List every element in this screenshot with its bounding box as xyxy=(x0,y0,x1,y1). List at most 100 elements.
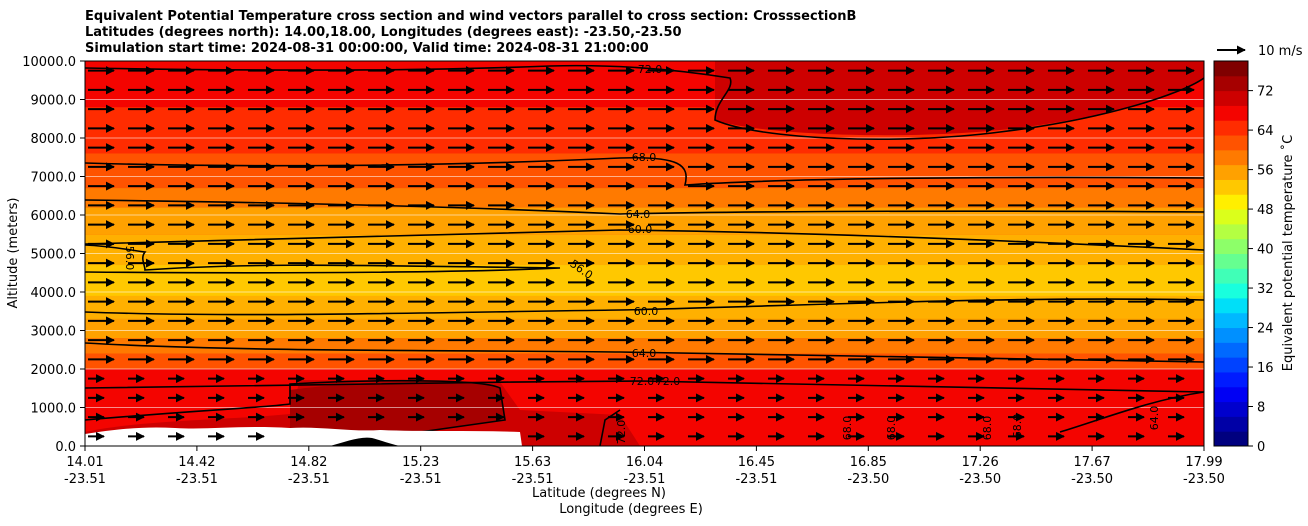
contour-9 xyxy=(1059,391,1204,433)
contour-label: 68.0 xyxy=(981,416,994,441)
wind-vectors xyxy=(88,66,1195,441)
colorbar-frame xyxy=(1213,60,1249,447)
x-tick-label-lat-9: 17.67 xyxy=(1073,455,1110,470)
contour-label: 56.0 xyxy=(123,246,136,271)
contour-labels: 72.068.064.060.056.060.064.072.0 72.072.0… xyxy=(123,63,1161,444)
colorbar-segment-0 xyxy=(1214,431,1248,447)
x-axis: 14.01 -23.51 14.42 -23.51 14.82 -23.51 15.23 -2… xyxy=(64,446,1225,487)
y-tick-label-5: 5000.0 xyxy=(31,248,77,263)
wind-key: 10 m/s xyxy=(1217,44,1303,59)
contour-1 xyxy=(85,156,1204,186)
contour-label: 72.0 xyxy=(615,420,628,445)
colorbar-segment-23 xyxy=(1214,90,1248,106)
terrain-peak xyxy=(330,437,400,446)
colorbar-segment-14 xyxy=(1214,223,1248,240)
x-tick-label-lat-7: 16.85 xyxy=(850,455,887,470)
colorbar-segment-2 xyxy=(1214,401,1248,417)
colorbar-segment-15 xyxy=(1214,209,1248,225)
title-line-3: Simulation start time: 2024-08-31 00:00:… xyxy=(85,41,649,56)
colorbar-segment-21 xyxy=(1214,120,1248,136)
y-tick-label-7: 7000.0 xyxy=(31,171,77,186)
contour-label: 68.0 xyxy=(1011,414,1024,439)
contour-label: 64.0 xyxy=(1148,406,1161,431)
y-tick-label-4: 4000.0 xyxy=(31,286,77,301)
contour-label: 60.0 xyxy=(628,223,653,236)
x-tick-label-lat-6: 16.45 xyxy=(738,455,775,470)
x-tick-label-lon-3: -23.51 xyxy=(400,472,442,487)
x-tick-label-lat-2: 14.82 xyxy=(290,455,327,470)
y-tick-label-8: 8000.0 xyxy=(31,132,77,147)
x-tick-label-lat-1: 14.42 xyxy=(178,455,215,470)
x-tick-label-lat-0: 14.01 xyxy=(66,455,103,470)
colorbar-segment-16 xyxy=(1214,194,1248,210)
x-tick-label-lat-4: 15.63 xyxy=(514,455,551,470)
colorbar xyxy=(1214,61,1248,447)
y-tick-label-9: 9000.0 xyxy=(31,94,77,109)
colorbar-segment-18 xyxy=(1214,164,1248,180)
x-tick-label-lon-1: -23.51 xyxy=(176,472,218,487)
x-tick-label-lon-7: -23.50 xyxy=(847,472,889,487)
y-tick-label-0: 0.0 xyxy=(55,440,76,455)
contour-4 xyxy=(85,244,561,274)
colorbar-segment-7 xyxy=(1214,327,1248,343)
y-tick-label-3: 3000.0 xyxy=(31,325,77,340)
contour-label: 64.0 xyxy=(626,208,651,221)
band-3 xyxy=(85,318,1204,339)
wind-key-label: 10 m/s xyxy=(1258,44,1303,59)
colorbar-segment-20 xyxy=(1214,135,1248,151)
plot-area xyxy=(85,61,1204,446)
colorbar-segment-17 xyxy=(1214,179,1248,195)
contour-2 xyxy=(85,199,1204,215)
colorbar-segment-11 xyxy=(1214,268,1248,284)
colorbar-segment-3 xyxy=(1214,386,1248,403)
contour-5 xyxy=(85,298,1204,316)
x-tick-label-lat-8: 17.26 xyxy=(962,455,999,470)
contour-7 xyxy=(85,380,1204,393)
contour-label: 72.0 xyxy=(638,63,663,76)
x-axis-label-lat: Latitude (degrees N) xyxy=(532,486,666,501)
x-tick-label-lon-9: -23.50 xyxy=(1071,472,1113,487)
colorbar-segment-12 xyxy=(1214,253,1248,269)
grid-lines xyxy=(85,61,1204,446)
x-tick-label-lon-6: -23.51 xyxy=(735,472,777,487)
colorbar-segment-22 xyxy=(1214,105,1248,121)
colorbar-segment-1 xyxy=(1214,416,1248,432)
contour-label: 64.0 xyxy=(632,347,657,360)
chart-title: Equivalent Potential Temperature cross s… xyxy=(85,9,856,57)
x-tick-label-lat-10: 17.99 xyxy=(1185,455,1222,470)
colorbar-segment-8 xyxy=(1214,312,1248,329)
band-upper-high xyxy=(715,61,1204,136)
x-tick-label-lon-10: -23.50 xyxy=(1183,472,1225,487)
colorbar-tick-label-4: 32 xyxy=(1257,282,1274,297)
colorbar-segment-6 xyxy=(1214,342,1248,358)
colorbar-tick-label-0: 0 xyxy=(1257,440,1265,455)
title-line-2: Latitudes (degrees north): 14.00,18.00, … xyxy=(85,25,682,40)
x-axis-label-lon: Longitude (degrees E) xyxy=(559,502,703,517)
y-tick-label-10: 10000.0 xyxy=(22,55,76,70)
colorbar-segment-5 xyxy=(1214,357,1248,373)
contour-label: 68.0 xyxy=(841,416,854,441)
y-tick-label-6: 6000.0 xyxy=(31,209,77,224)
y-tick-label-2: 2000.0 xyxy=(31,363,77,378)
x-tick-label-lat-5: 16.04 xyxy=(626,455,663,470)
contour-label: 60.0 xyxy=(634,305,659,318)
colorbar-label: Equivalent potential temperature ˚C xyxy=(1280,135,1296,371)
colorbar-segment-24 xyxy=(1214,75,1248,92)
colorbar-segment-9 xyxy=(1214,297,1248,314)
x-tick-label-lon-2: -23.51 xyxy=(288,472,330,487)
contour-3 xyxy=(85,229,1204,251)
terrain xyxy=(85,427,522,446)
y-axis: 0.0 1000.0 2000.0 3000.0 4000.0 5000.0 6000.0 7… xyxy=(22,55,85,455)
contour-label: 68.0 xyxy=(885,416,898,441)
y-tick-label-1: 1000.0 xyxy=(31,402,77,417)
x-tick-label-lon-0: -23.51 xyxy=(64,472,106,487)
contour-10 xyxy=(599,409,621,446)
contour-label: 68.0 xyxy=(632,151,657,164)
colorbar-segment-25 xyxy=(1214,61,1248,77)
colorbar-tick-label-7: 56 xyxy=(1257,164,1274,179)
y-axis-label: Altitude (meters) xyxy=(6,198,21,309)
colorbar-segment-13 xyxy=(1214,238,1248,254)
colorbar-tick-label-6: 48 xyxy=(1257,203,1274,218)
x-tick-label-lon-4: -23.51 xyxy=(512,472,554,487)
